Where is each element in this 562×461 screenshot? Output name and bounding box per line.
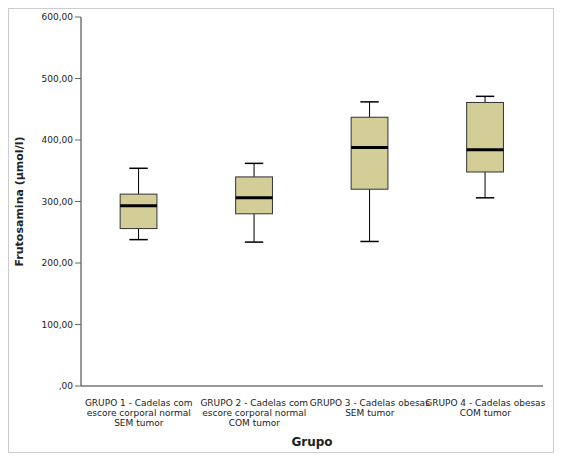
svg-text:GRUPO 3 - Cadelas obesasSEM tu: GRUPO 3 - Cadelas obesasSEM tumor (310, 398, 430, 418)
svg-text:Grupo: Grupo (291, 435, 332, 449)
svg-text:600,00: 600,00 (42, 12, 74, 22)
svg-text:Frutosamina (µmol/l): Frutosamina (µmol/l) (13, 137, 26, 267)
svg-text:,00: ,00 (59, 381, 74, 391)
svg-text:300,00: 300,00 (42, 197, 74, 207)
svg-text:500,00: 500,00 (42, 74, 74, 84)
svg-text:200,00: 200,00 (42, 258, 74, 268)
svg-text:400,00: 400,00 (42, 135, 74, 145)
svg-text:GRUPO 4 - Cadelas obesasCOM tu: GRUPO 4 - Cadelas obesasCOM tumor (425, 398, 545, 418)
svg-text:GRUPO 1 - Cadelas comescore co: GRUPO 1 - Cadelas comescore corporal nor… (85, 398, 193, 428)
svg-text:100,00: 100,00 (42, 320, 74, 330)
svg-text:GRUPO 2 - Cadelas comescore co: GRUPO 2 - Cadelas comescore corporal nor… (200, 398, 308, 428)
